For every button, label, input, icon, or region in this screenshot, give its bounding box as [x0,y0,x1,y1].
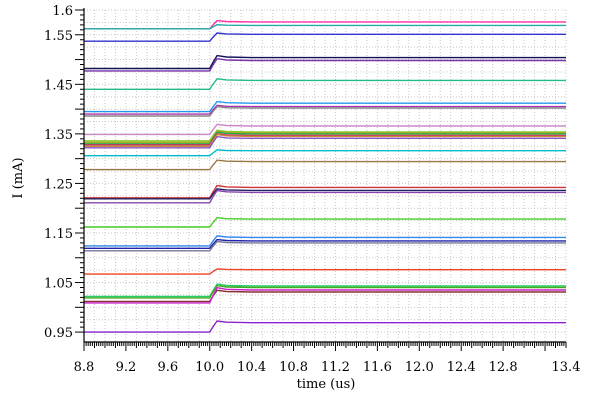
y-tick-label: 1.35 [44,128,73,143]
series-group [84,19,566,333]
series-line [84,133,566,148]
series-line [84,235,566,247]
x-tick-label: 10.8 [279,360,308,375]
x-tick-label: 9.6 [157,360,178,375]
series-line [84,19,566,30]
x-tick-label: 12.4 [447,360,476,375]
series-line [84,135,566,149]
y-tick-label: 1.15 [44,227,73,242]
y-tick-label: 1.45 [44,78,73,93]
series-line [84,32,566,42]
y-tick-label: 1.05 [44,277,73,292]
series-line [84,130,566,144]
y-tick-label: 1.6 [52,4,73,19]
x-tick-label: 12.8 [489,360,518,375]
y-tick-label: 1.55 [44,29,73,44]
y-tick-label: 1.25 [44,177,73,192]
series-line [84,283,566,298]
x-tick-label: 10.0 [195,360,224,375]
series-line [84,104,566,115]
series-line [84,286,566,304]
series-line [84,159,566,171]
x-tick-label: 12.0 [405,360,434,375]
y-axis-title: I (mA) [11,157,26,198]
series-line [84,132,566,146]
x-tick-label: 11.6 [363,360,392,375]
series-line [84,188,566,200]
series-line [84,149,566,157]
series-line [84,57,566,72]
y-tick-label: 0.95 [44,326,73,341]
x-tick-label: 10.4 [237,360,266,375]
series-line [84,320,566,333]
x-tick-label: 9.2 [116,360,137,375]
series-line [84,129,566,142]
series-line [84,189,566,204]
axes: 8.8 9.2 9.6 10.0 10.4 10.8 11.2 11.6 12.0 12.4 12.… [44,4,580,375]
x-tick-label: 13.4 [552,360,581,375]
series-line [84,54,566,70]
series-line [84,105,566,117]
series-line [84,268,566,275]
series-line [84,78,566,91]
x-tick-label: 11.2 [321,360,350,375]
series-line [84,240,566,252]
series-line [84,284,566,299]
series-line [84,123,566,136]
series-line [84,216,566,228]
series-line [84,23,566,30]
series-line [84,238,566,250]
x-axis-title: time (us) [297,377,356,392]
x-tick-label: 8.8 [74,360,95,375]
series-line [84,100,566,113]
